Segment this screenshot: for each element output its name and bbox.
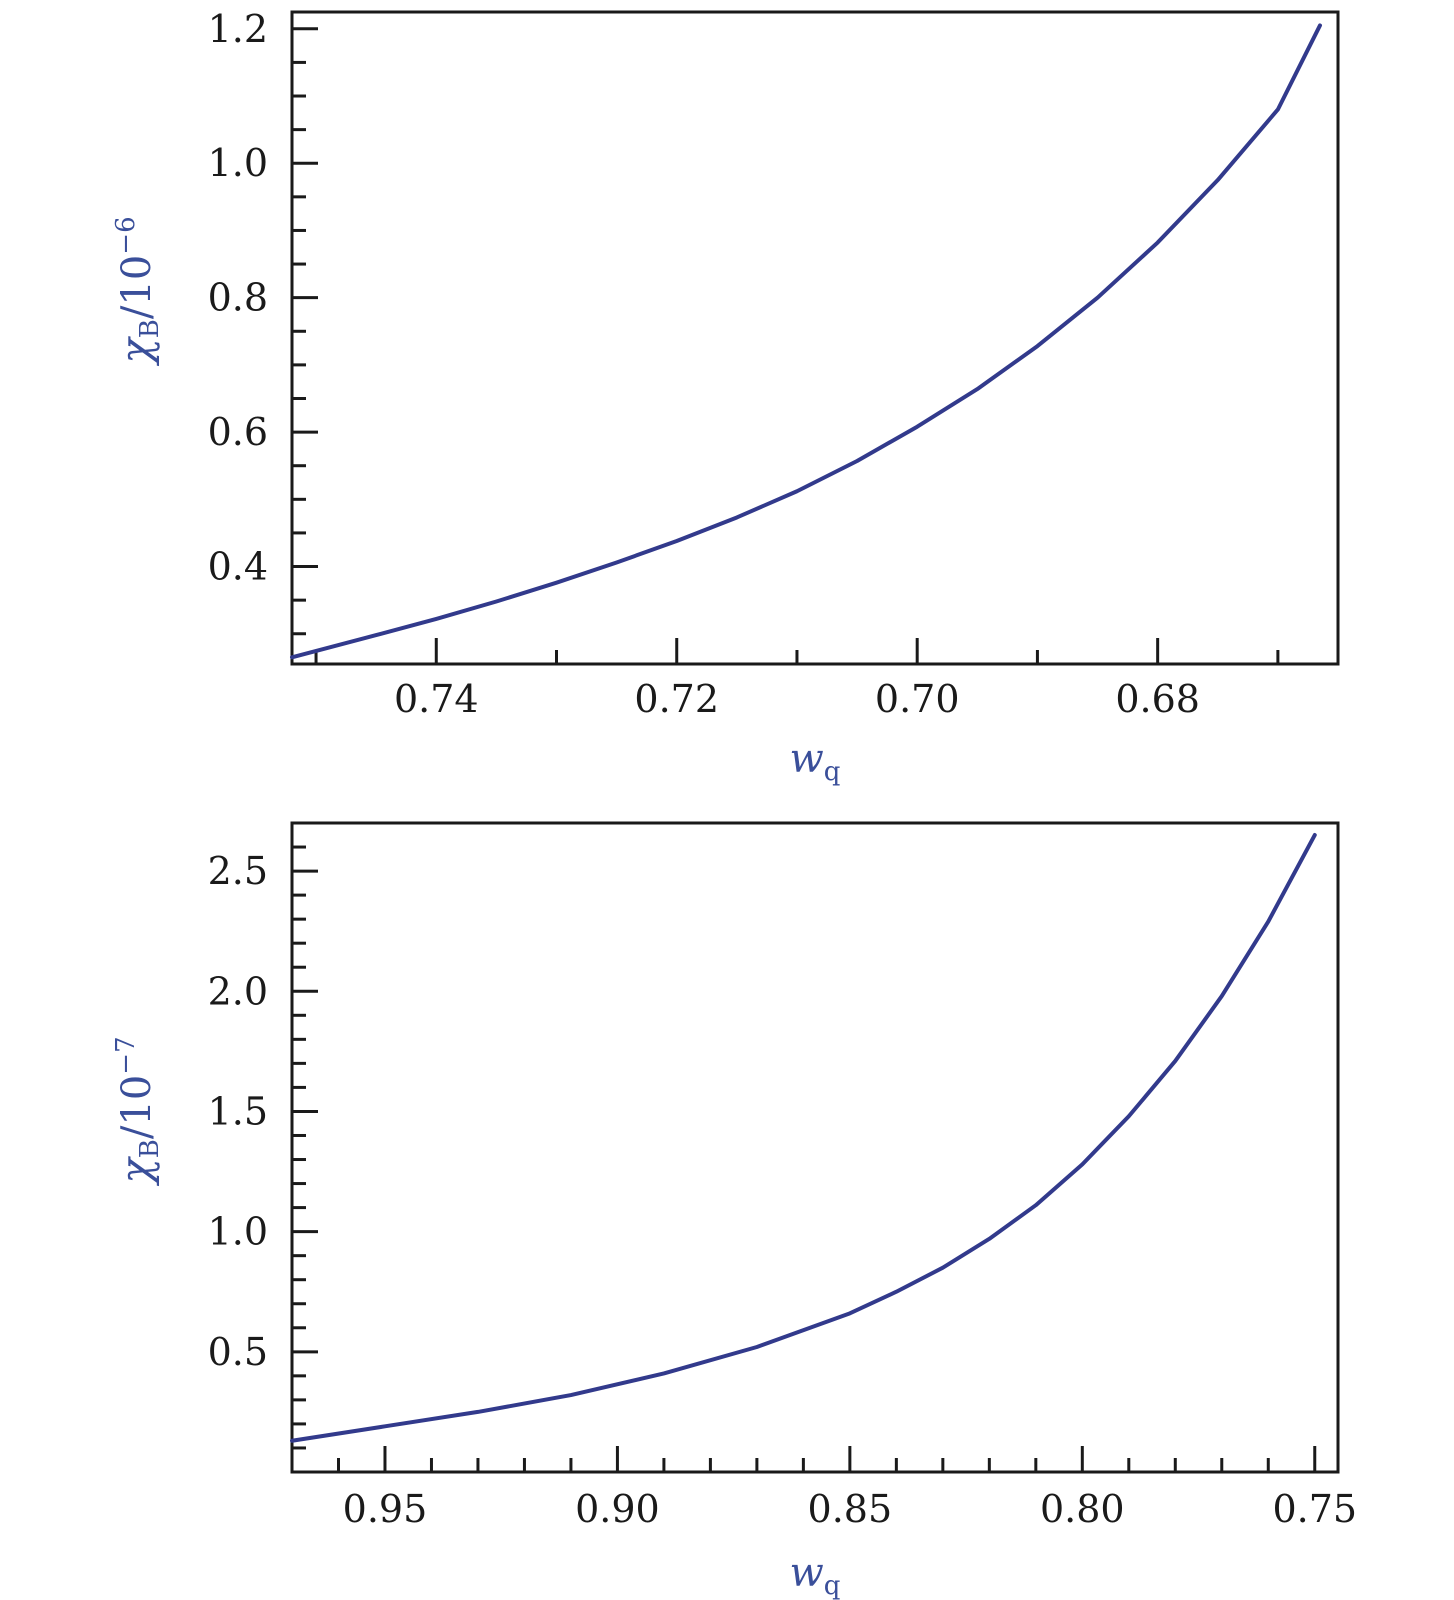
- x-axis-title: wq: [790, 1550, 841, 1600]
- y-tick-label: 2.0: [208, 969, 268, 1013]
- y-tick-label: 1.5: [208, 1089, 268, 1133]
- y-tick-label: 0.6: [208, 410, 268, 454]
- y-tick-label: 1.0: [208, 141, 268, 185]
- series-line-1: [290, 23, 1322, 660]
- y-tick-label: 0.5: [208, 1330, 268, 1374]
- y-tick-label: 0.4: [208, 545, 268, 589]
- x-tick-label: 0.90: [575, 1487, 660, 1531]
- x-tick-label: 0.80: [1040, 1487, 1125, 1531]
- y-axis-title: χB/10−7: [111, 1036, 165, 1186]
- x-tick-label: 0.68: [1115, 677, 1200, 721]
- y-tick-label: 2.5: [208, 849, 268, 893]
- x-tick-label: 0.74: [394, 677, 479, 721]
- y-axis-title: χB/10−6: [111, 216, 165, 366]
- x-tick-label: 0.75: [1272, 1487, 1357, 1531]
- x-tick-label: 0.85: [808, 1487, 893, 1531]
- x-tick-label: 0.70: [875, 677, 960, 721]
- y-tick-label: 0.8: [208, 276, 268, 320]
- plot-frame: [290, 10, 1340, 666]
- x-tick-label: 0.95: [343, 1487, 428, 1531]
- y-tick-label: 1.2: [208, 7, 268, 51]
- x-tick-label: 0.72: [634, 677, 719, 721]
- series-line-1: [290, 833, 1317, 1443]
- plot-frame: [290, 821, 1340, 1474]
- x-axis-title: wq: [790, 736, 841, 787]
- chart-panel-1: 0.74 0.72 0.70 0.68 0.4 0.6 0.8 1.0 1.2 wq χB/10−6: [111, 7, 1340, 787]
- y-tick-label: 1.0: [208, 1210, 268, 1254]
- chart-panel-2: 0.95 0.90 0.85 0.80 0.75 0.5 1.0 1.5 2.0 2.5 wq χB/…: [111, 821, 1357, 1600]
